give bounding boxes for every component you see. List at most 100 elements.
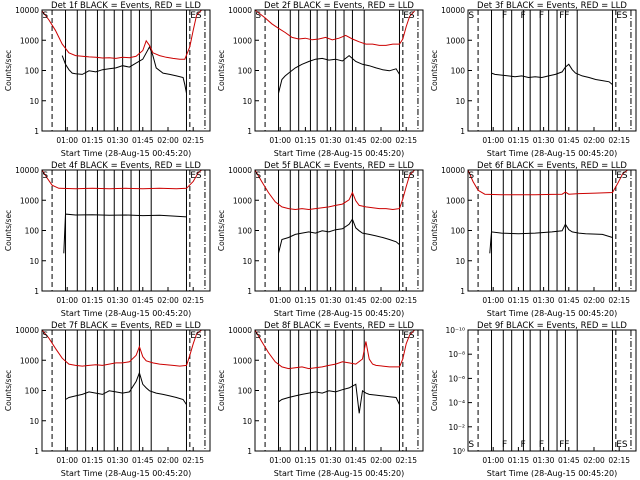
x-tick-label: 02:00 [583,296,605,305]
series-events-line [489,223,613,254]
x-tick-label: 01:45 [558,296,580,305]
plot-frame [41,329,211,452]
x-tick-label: 02:00 [370,456,392,465]
x-tick-label: 01:15 [508,136,530,145]
x-tick-label: 02:00 [583,456,605,465]
x-tick-label: 01:15 [82,136,104,145]
x-tick-label: 01:30 [320,456,342,465]
y-tick-label: 100 [451,67,466,76]
plot-frame [467,329,637,452]
x-tick-label: 01:00 [56,296,78,305]
y-tick-label: 10⁰ [452,447,465,456]
x-tick-label: 01:00 [482,456,504,465]
chart-panel-9: Det 9f BLACK = Events, RED = LLD Counts/s… [430,321,637,478]
x-axis-label: Start Time (28-Aug-15 00:45:20) [61,469,192,478]
y-tick-label: 10 [29,257,39,266]
x-tick-label: 01:15 [82,296,104,305]
x-axis-label: Start Time (28-Aug-15 00:45:20) [274,469,405,478]
chart-panel-5: Det 5f BLACK = Events, RED = LLD Counts/s… [217,161,424,318]
x-tick-label: 02:00 [157,296,179,305]
y-tick-label: 1 [34,287,39,296]
marker-label: S [468,171,474,181]
x-tick-label: 01:15 [82,456,104,465]
marker-label: S [42,11,48,21]
x-tick-label: 02:15 [395,456,417,465]
x-tick-label: 01:15 [295,136,317,145]
series-events-line [278,54,400,94]
chart-title: Det 8f BLACK = Events, RED = LLD [264,321,414,331]
series-events-line [65,371,187,405]
y-tick-label: 1 [34,447,39,456]
series-lld-line [467,169,628,196]
series-lld-line [41,169,202,190]
y-tick-label: 10⁻⁸ [448,350,465,359]
series-lld-line [41,329,202,367]
series-lld-line [254,9,415,46]
marker-label: S [42,331,48,341]
y-axis-label: Counts/sec [4,210,13,251]
x-tick-label: 01:00 [269,136,291,145]
y-tick-label: 10 [455,257,465,266]
x-tick-label: 02:15 [608,296,630,305]
x-tick-label: 01:00 [269,456,291,465]
y-tick-label: 1000 [20,356,39,365]
chart-panel-1: Det 1f BLACK = Events, RED = LLD Counts/s… [4,1,211,158]
x-tick-label: 01:45 [132,136,154,145]
x-tick-label: 01:15 [295,296,317,305]
marker-label: S [468,11,474,21]
y-tick-label: 1 [460,127,465,136]
marker-label: ES [403,331,415,341]
y-tick-label: 1 [247,127,252,136]
x-tick-label: 02:00 [370,136,392,145]
y-tick-label: 10⁻¹⁰ [445,326,465,335]
y-tick-label: 10000 [228,326,252,335]
marker-label: ES [616,11,628,21]
marker-label: ES [190,11,202,21]
plot-frame [254,169,424,292]
y-tick-label: 10000 [228,6,252,15]
y-tick-label: 1 [460,287,465,296]
marker-label: S [255,11,261,21]
series-events-line [278,383,400,414]
y-tick-label: 10 [29,97,39,106]
marker-label: FF [559,440,569,450]
y-tick-label: 1000 [446,196,465,205]
plot-frame [41,9,211,132]
chart-panel-8: Det 8f BLACK = Events, RED = LLD Counts/s… [217,321,424,478]
marker-label: S [42,171,48,181]
y-tick-label: 10 [242,417,252,426]
x-tick-label: 01:30 [533,296,555,305]
x-tick-label: 01:00 [269,296,291,305]
plot-frame [467,169,637,292]
y-tick-label: 1 [247,447,252,456]
series-events-line [61,45,187,94]
x-tick-label: 01:15 [295,456,317,465]
y-axis-label: Counts/sec [217,370,226,411]
y-axis-label: Counts/sec [4,50,13,91]
x-tick-label: 01:15 [508,296,530,305]
x-axis-label: Start Time (28-Aug-15 00:45:20) [61,309,192,318]
chart-title: Det 9f BLACK = Events, RED = LLD [477,321,627,331]
y-tick-label: 10000 [441,6,465,15]
marker-label: ES [616,171,628,181]
marker-label: ES [190,171,202,181]
chart-title: Det 1f BLACK = Events, RED = LLD [51,1,201,11]
chart-title: Det 6f BLACK = Events, RED = LLD [477,161,627,171]
x-tick-label: 01:30 [107,136,129,145]
y-tick-label: 100 [238,227,253,236]
y-axis-label: Counts/sec [217,210,226,251]
x-tick-label: 02:15 [182,136,204,145]
x-tick-label: 02:00 [583,136,605,145]
chart-panel-6: Det 6f BLACK = Events, RED = LLD Counts/s… [430,161,637,318]
plot-frame [254,9,424,132]
y-tick-label: 1000 [233,36,252,45]
marker-label: S [468,440,474,450]
marker-label: F [502,440,507,450]
y-axis-label: Counts/sec [430,370,439,411]
chart-title: Det 3f BLACK = Events, RED = LLD [477,1,627,11]
x-tick-label: 01:30 [107,456,129,465]
x-tick-label: 01:00 [482,136,504,145]
chart-title: Det 5f BLACK = Events, RED = LLD [264,161,414,171]
marker-label: ES [403,11,415,21]
